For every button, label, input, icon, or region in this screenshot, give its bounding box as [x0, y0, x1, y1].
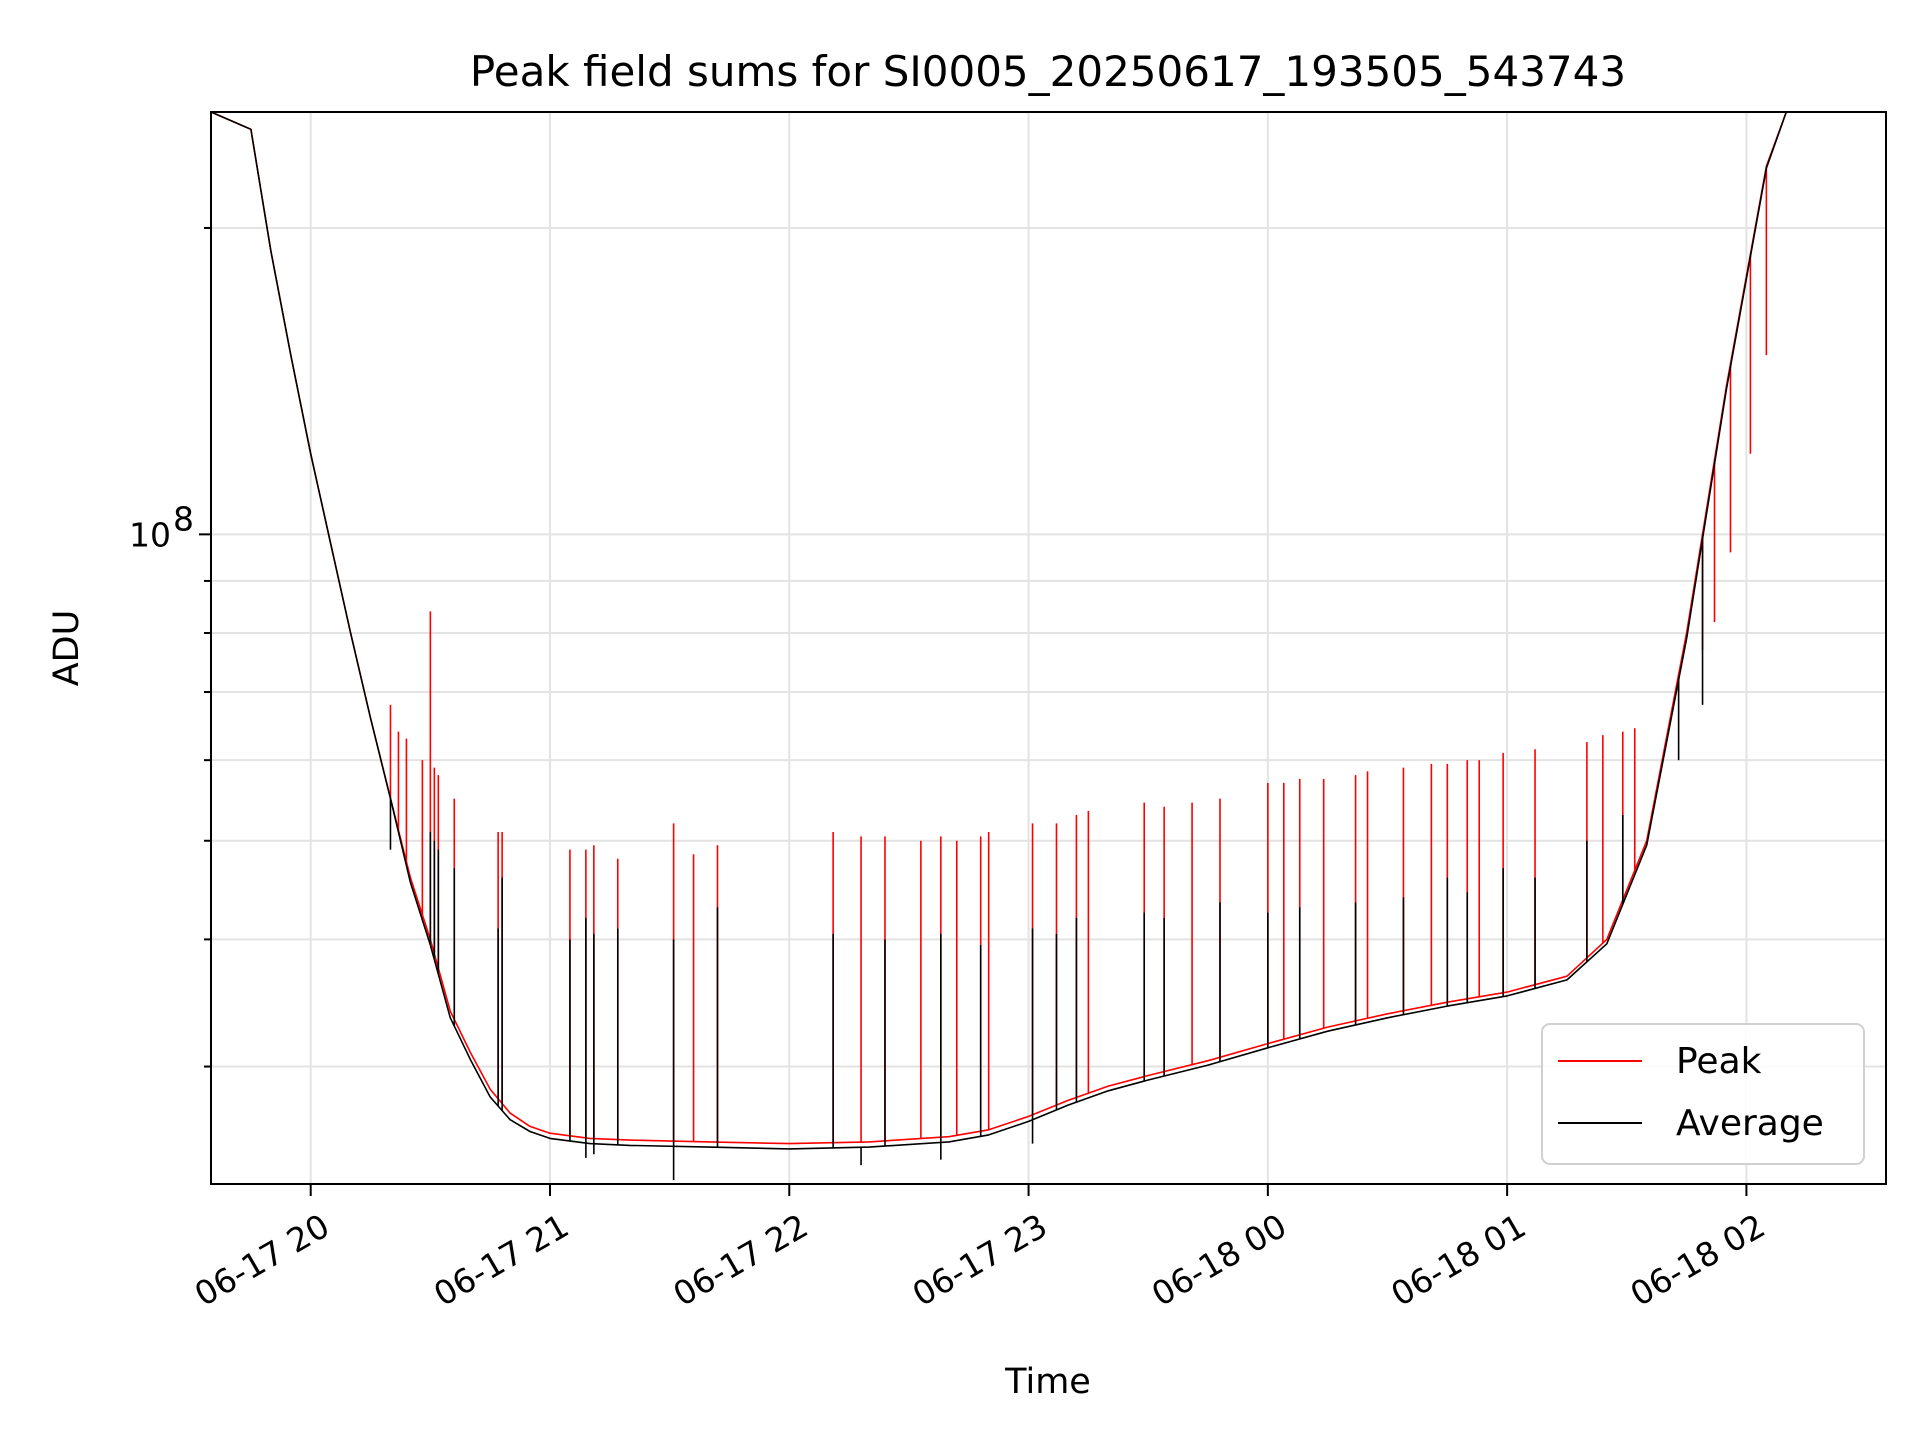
series-average: [210, 111, 1886, 1181]
legend-label-peak: Peak: [1676, 1041, 1762, 1082]
plot-lines: [210, 111, 1886, 1181]
legend-label-average: Average: [1676, 1103, 1824, 1144]
axes-frame: [210, 111, 1887, 1185]
grid: [211, 112, 1886, 1184]
legend: Peak Average: [1541, 1023, 1865, 1165]
y-tick-label-exponent: 8: [173, 499, 194, 538]
series-line-average: [210, 111, 1886, 1150]
chart-title: Peak field sums for SI0005_20250617_1935…: [470, 47, 1626, 96]
y-axis-label: ADU: [47, 610, 87, 687]
x-axis-label: Time: [1004, 1362, 1091, 1402]
y-tick-label: 10: [129, 515, 171, 554]
legend-frame: [1541, 1023, 1865, 1165]
